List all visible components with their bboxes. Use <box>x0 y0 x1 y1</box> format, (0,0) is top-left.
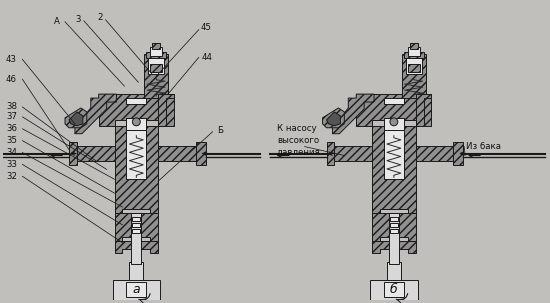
Bar <box>133 229 140 233</box>
Polygon shape <box>453 142 463 165</box>
Text: Б: Б <box>217 126 223 135</box>
Bar <box>113 280 160 302</box>
Bar <box>152 43 160 48</box>
Polygon shape <box>416 94 432 126</box>
Polygon shape <box>322 108 344 128</box>
Polygon shape <box>372 126 416 213</box>
Polygon shape <box>114 241 158 253</box>
Polygon shape <box>75 94 117 134</box>
Bar <box>408 64 420 72</box>
Bar <box>408 47 420 56</box>
Polygon shape <box>77 146 114 161</box>
Bar <box>146 52 166 58</box>
Text: К насосу
высокого
давления: К насосу высокого давления <box>277 124 321 156</box>
Text: 43: 43 <box>6 55 17 64</box>
Bar <box>402 55 426 98</box>
Text: А: А <box>54 17 60 26</box>
Bar <box>384 282 404 297</box>
Bar <box>126 130 146 179</box>
Bar <box>131 213 141 265</box>
Text: 34: 34 <box>6 148 17 157</box>
Bar <box>384 130 404 179</box>
Bar <box>144 55 168 98</box>
Polygon shape <box>98 94 174 126</box>
Bar <box>120 300 152 303</box>
Circle shape <box>133 118 140 126</box>
Text: 32: 32 <box>6 172 17 181</box>
Text: 37: 37 <box>6 112 17 122</box>
Text: 46: 46 <box>6 75 17 84</box>
Bar <box>129 262 143 282</box>
Polygon shape <box>327 142 334 165</box>
Polygon shape <box>334 146 372 161</box>
Polygon shape <box>327 112 340 126</box>
Polygon shape <box>114 126 158 213</box>
Bar <box>126 98 146 104</box>
Bar <box>150 64 162 72</box>
Text: б: б <box>390 283 398 296</box>
Polygon shape <box>69 112 83 126</box>
Circle shape <box>390 118 398 126</box>
Polygon shape <box>372 241 416 253</box>
Text: Из бака: Из бака <box>466 142 501 151</box>
Bar <box>390 223 398 227</box>
Bar <box>406 58 422 74</box>
Polygon shape <box>372 213 416 241</box>
Text: a: a <box>133 283 140 296</box>
Text: 35: 35 <box>6 136 17 145</box>
Bar <box>389 213 399 265</box>
Polygon shape <box>158 146 196 161</box>
Polygon shape <box>332 94 374 134</box>
Bar <box>150 47 162 56</box>
Bar <box>410 43 417 48</box>
Text: 44: 44 <box>201 53 212 62</box>
Bar <box>404 52 424 58</box>
Bar <box>370 280 417 302</box>
Bar <box>133 223 140 227</box>
Bar <box>384 118 404 130</box>
Text: 45: 45 <box>200 23 211 32</box>
Polygon shape <box>196 142 206 165</box>
Text: 33: 33 <box>6 160 17 169</box>
Bar <box>384 98 404 104</box>
Text: 2: 2 <box>97 13 102 22</box>
Polygon shape <box>114 213 158 241</box>
Polygon shape <box>65 108 87 128</box>
Text: 3: 3 <box>75 15 81 24</box>
Polygon shape <box>356 94 432 126</box>
Text: 38: 38 <box>6 102 17 112</box>
Bar <box>126 282 146 297</box>
Bar <box>390 229 398 233</box>
Bar <box>133 217 140 221</box>
Bar <box>378 300 410 303</box>
Polygon shape <box>69 142 77 165</box>
Bar <box>390 217 398 221</box>
Bar <box>148 58 164 74</box>
Polygon shape <box>158 94 174 126</box>
Text: 36: 36 <box>6 124 17 133</box>
Bar <box>126 118 146 130</box>
Polygon shape <box>416 146 453 161</box>
Bar <box>387 262 401 282</box>
